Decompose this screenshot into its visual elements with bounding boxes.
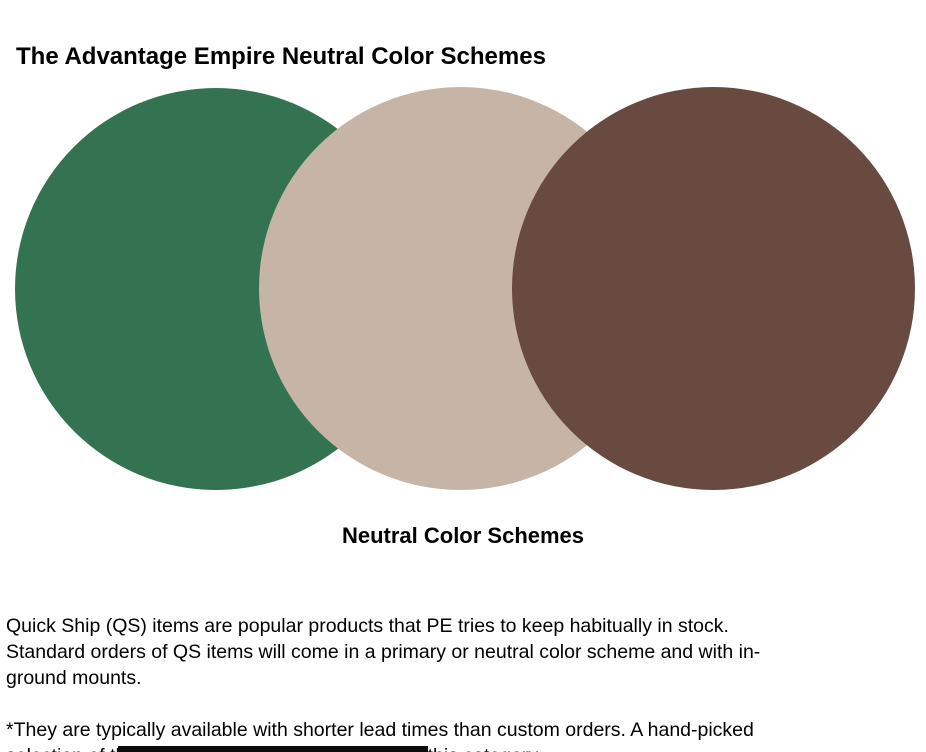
figure-caption: Neutral Color Schemes (341, 523, 585, 548)
body-paragraph-quick-ship: Quick Ship (QS) items are popular produc… (6, 614, 761, 689)
page-title: The Advantage Empire Neutral Color Schem… (16, 43, 546, 72)
page-title-prefix: The Advantage Empire (16, 43, 276, 71)
body-paragraph-lead-times: *They are typically available with short… (6, 718, 754, 752)
page-title-suffix: Neutral Color Schemes (281, 43, 546, 71)
color-swatch-circle-brown (512, 87, 915, 490)
cutoff-next-line-fragment (118, 746, 428, 752)
